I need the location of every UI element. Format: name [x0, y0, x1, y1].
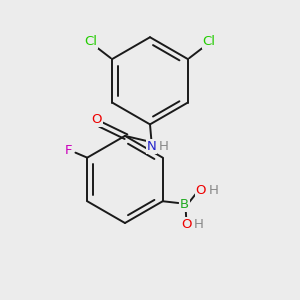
- Text: H: H: [208, 184, 218, 197]
- Text: Cl: Cl: [203, 35, 216, 48]
- Text: O: O: [92, 113, 102, 126]
- Text: N: N: [147, 140, 156, 153]
- Text: B: B: [180, 198, 189, 211]
- Text: H: H: [194, 218, 204, 231]
- Text: F: F: [65, 144, 73, 157]
- Text: Cl: Cl: [84, 35, 97, 48]
- Text: O: O: [181, 218, 191, 231]
- Text: H: H: [159, 140, 169, 153]
- Text: O: O: [196, 184, 206, 197]
